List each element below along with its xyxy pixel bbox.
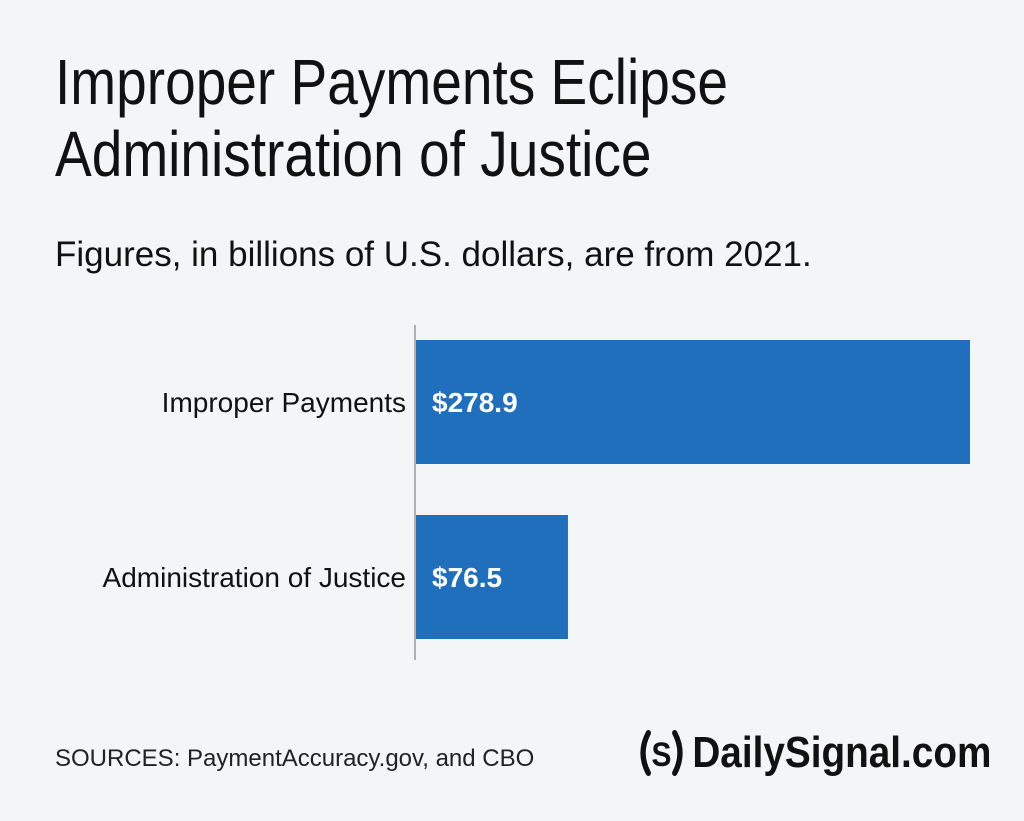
bar-0 xyxy=(416,340,970,464)
chart-title: Improper Payments Eclipse Administration… xyxy=(55,46,863,190)
bar-chart: Improper Payments $278.9 Administration of… xyxy=(103,325,970,660)
chart-subtitle: Figures, in billions of U.S. dollars, ar… xyxy=(55,235,812,274)
brand-name: DailySignal.com xyxy=(692,728,992,777)
sources-note: SOURCES: PaymentAccuracy.gov, and CBO xyxy=(55,745,535,772)
title-line-2: Administration of Justice xyxy=(55,118,652,190)
daily-signal-s-logo-icon: S xyxy=(636,730,687,776)
bar-1 xyxy=(416,515,568,639)
value-label-0: $278.9 xyxy=(432,387,518,418)
title-line-1: Improper Payments Eclipse xyxy=(55,46,728,118)
daily-signal-logo: S DailySignal.com xyxy=(636,728,991,778)
value-label-1: $76.5 xyxy=(432,562,502,593)
category-label-1: Administration of Justice xyxy=(103,562,406,593)
svg-text:S: S xyxy=(652,735,672,773)
category-label-0: Improper Payments xyxy=(162,387,406,418)
